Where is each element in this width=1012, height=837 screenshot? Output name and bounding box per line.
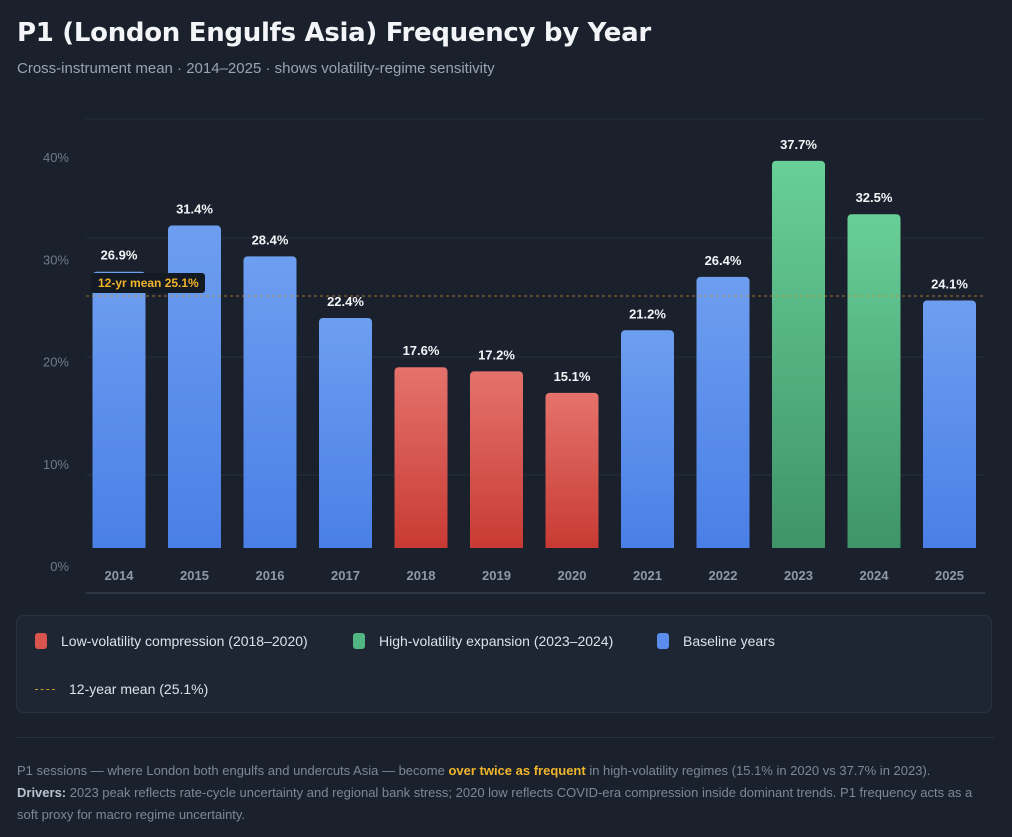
y-tick-label: 30% (43, 252, 69, 267)
data-label: 31.4% (176, 202, 213, 217)
mean-label: 12-yr mean 25.1% (98, 276, 199, 290)
note-text: in high-volatility regimes (15.1% in 202… (585, 763, 931, 778)
bar-base (772, 544, 825, 548)
data-label: 26.4% (705, 253, 742, 268)
legend-label: High-volatility expansion (2023–2024) (379, 633, 614, 649)
x-tick-label: 2015 (180, 568, 209, 583)
note-highlight: over twice as frequent (448, 763, 586, 778)
bar-base (168, 544, 221, 548)
bar-2017 (319, 317, 372, 548)
bar-2018 (394, 367, 448, 548)
x-tick-label: 2018 (407, 568, 436, 583)
legend-item-low: Low-volatility compression (2018–2020) (35, 633, 308, 649)
x-tick-label: 2020 (558, 568, 587, 583)
data-label: 37.7% (780, 137, 817, 152)
drivers-text: 2023 peak reflects rate-cycle uncertaint… (17, 785, 973, 822)
data-label: 17.2% (478, 347, 515, 362)
legend-item-baseline: Baseline years (657, 633, 775, 649)
bar-2020 (545, 392, 599, 548)
legend-swatch-blue (657, 633, 669, 649)
data-label: 22.4% (327, 294, 364, 309)
bar-2022 (696, 276, 750, 548)
bar-base (923, 544, 976, 548)
y-tick-label: 20% (43, 355, 69, 370)
page-subtitle: Cross-instrument mean · 2014–2025 · show… (17, 60, 495, 77)
bar-2025 (923, 300, 976, 548)
data-label: 15.1% (554, 369, 591, 384)
bar-base (696, 544, 750, 548)
bar-base (243, 544, 297, 548)
x-tick-label: 2016 (256, 568, 285, 583)
y-tick-label: 0% (50, 559, 69, 574)
bar-chart: 0% 10% 20% 30% 40% 26.9% 2014 31.4% 2015 28.4% 20… (43, 118, 985, 594)
x-tick-label: 2025 (935, 568, 964, 583)
x-tick-label: 2023 (784, 568, 813, 583)
data-label: 26.9% (101, 248, 138, 263)
bar-base (394, 544, 448, 548)
bar-2019 (470, 371, 523, 548)
x-tick-label: 2017 (331, 568, 360, 583)
legend-label: 12-year mean (25.1%) (69, 681, 209, 697)
bar-2023 (772, 160, 825, 549)
legend-item-high: High-volatility expansion (2023–2024) (353, 633, 613, 649)
legend-swatch-green (353, 633, 365, 649)
legend-item-mean: 12-year mean (25.1%) (33, 681, 208, 697)
data-label: 17.6% (403, 343, 440, 358)
legend-dash-line (35, 688, 55, 690)
bar-2015 (168, 225, 221, 548)
legend-label: Low-volatility compression (2018–2020) (61, 633, 308, 649)
bar-base (847, 544, 901, 548)
bar-2014 (92, 271, 146, 548)
drivers-label: Drivers: (17, 785, 67, 800)
x-tick-label: 2022 (709, 568, 738, 583)
bar-2021 (621, 330, 674, 548)
bar-2016 (243, 256, 297, 548)
x-tick-label: 2014 (105, 568, 135, 583)
divider (16, 737, 994, 738)
bar-base (92, 544, 146, 548)
bar-base (470, 544, 523, 548)
bar-base (319, 544, 372, 548)
data-label: 21.2% (629, 306, 666, 321)
data-label: 24.1% (931, 276, 968, 291)
legend-swatch-red (35, 633, 47, 649)
bar-base (621, 544, 674, 548)
x-tick-label: 2019 (482, 568, 511, 583)
y-tick-label: 40% (43, 150, 69, 165)
data-label: 32.5% (856, 190, 893, 205)
bar-2024 (847, 214, 901, 548)
footnote: P1 sessions — where London both engulfs … (17, 760, 992, 826)
y-tick-label: 10% (43, 457, 69, 472)
note-text: P1 sessions — where London both engulfs … (17, 763, 449, 778)
page-title: P1 (London Engulfs Asia) Frequency by Ye… (17, 18, 651, 48)
x-tick-label: 2021 (633, 568, 662, 583)
bar-base (545, 544, 599, 548)
legend-label: Baseline years (683, 633, 775, 649)
legend: Low-volatility compression (2018–2020) H… (16, 615, 992, 713)
x-tick-label: 2024 (860, 568, 890, 583)
mean-label-box (91, 273, 205, 293)
data-label: 28.4% (252, 232, 289, 247)
